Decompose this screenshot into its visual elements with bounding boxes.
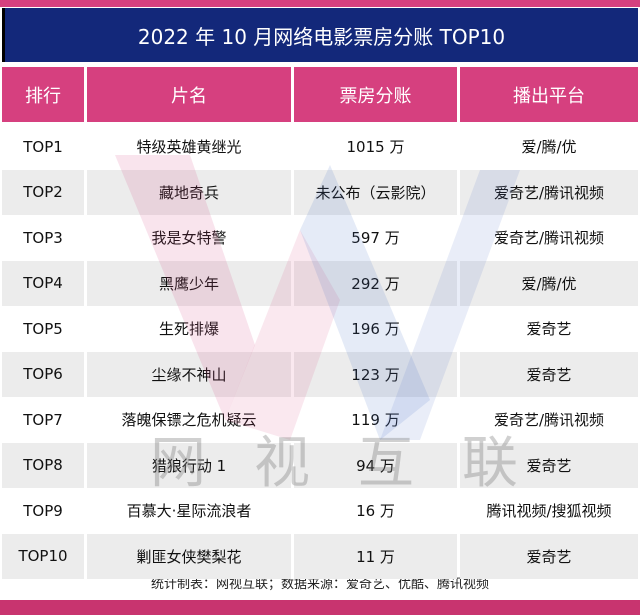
cell-box-office: 196 万 bbox=[351, 320, 400, 339]
cell-box-office: 未公布（云影院） bbox=[294, 169, 457, 215]
cell-box-office: 94 万 bbox=[294, 442, 457, 488]
cell-platform: 爱奇艺/腾讯视频 bbox=[493, 229, 605, 248]
table-row: TOP7 落魄保镖之危机疑云 119 万 爱奇艺/腾讯视频 bbox=[2, 397, 638, 443]
table-row: TOP10 剿匪女侠樊梨花 11 万爱奇艺 bbox=[2, 533, 638, 579]
cell-title: 落魄保镖之危机疑云 bbox=[121, 411, 257, 430]
page-title: 2022 年 10 月网络电影票房分账 TOP10 bbox=[2, 8, 638, 62]
box-office-table: 排行 片名 票房分账 播出平台 TOP1 特级英雄黄继光 1015 万爱/腾/优 TO… bbox=[2, 67, 638, 579]
cell-platform: 爱/腾/优 bbox=[521, 138, 577, 157]
header-title: 片名 bbox=[87, 67, 291, 122]
cell-platform: 爱奇艺 bbox=[526, 320, 572, 339]
header-rank: 排行 bbox=[2, 67, 84, 122]
table-row: TOP8 猎狼行动 1 94 万爱奇艺 bbox=[2, 442, 638, 488]
cell-platform: 爱奇艺/腾讯视频 bbox=[493, 411, 605, 430]
table-header: 排行 片名 票房分账 播出平台 bbox=[2, 67, 638, 122]
cell-rank: TOP3 bbox=[23, 228, 63, 247]
cell-title: 生死排爆 bbox=[158, 320, 219, 339]
cell-platform: 爱奇艺/腾讯视频 bbox=[460, 169, 638, 215]
cell-title: 百慕大·星际流浪者 bbox=[126, 502, 252, 521]
cell-title: 尘缘不神山 bbox=[87, 351, 291, 397]
table-row: TOP9 百慕大·星际流浪者 16 万 腾讯视频/搜狐视频 bbox=[2, 488, 638, 534]
cell-rank: TOP9 bbox=[23, 501, 63, 520]
cell-title: 剿匪女侠樊梨花 bbox=[87, 533, 291, 579]
top-accent-bar bbox=[0, 0, 640, 7]
cell-platform: 爱/腾/优 bbox=[460, 260, 638, 306]
cell-rank: TOP10 bbox=[2, 533, 84, 579]
table-row: TOP3 我是女特警 597 万 爱奇艺/腾讯视频 bbox=[2, 215, 638, 261]
cell-box-office: 597 万 bbox=[351, 229, 400, 248]
cell-box-office: 11 万 bbox=[294, 533, 457, 579]
cell-rank: TOP7 bbox=[23, 410, 63, 429]
header-box-office: 票房分账 bbox=[294, 67, 457, 122]
cell-platform: 爱奇艺 bbox=[460, 533, 638, 579]
table-row: TOP4 黑鹰少年 292 万爱/腾/优 bbox=[2, 260, 638, 306]
cell-title: 特级英雄黄继光 bbox=[136, 138, 242, 157]
table-row: TOP1 特级英雄黄继光 1015 万 爱/腾/优 bbox=[2, 124, 638, 170]
cell-platform: 爱奇艺 bbox=[460, 442, 638, 488]
table-row: TOP6 尘缘不神山 123 万爱奇艺 bbox=[2, 351, 638, 397]
header-platform: 播出平台 bbox=[460, 67, 638, 122]
cell-rank: TOP8 bbox=[2, 442, 84, 488]
cell-box-office: 119 万 bbox=[351, 411, 400, 430]
cell-title: 我是女特警 bbox=[151, 229, 227, 248]
cell-title: 藏地奇兵 bbox=[87, 169, 291, 215]
cell-title: 黑鹰少年 bbox=[87, 260, 291, 306]
cell-platform: 腾讯视频/搜狐视频 bbox=[486, 502, 612, 521]
cell-rank: TOP6 bbox=[2, 351, 84, 397]
cell-box-office: 292 万 bbox=[294, 260, 457, 306]
cell-platform: 爱奇艺 bbox=[460, 351, 638, 397]
cell-rank: TOP5 bbox=[23, 319, 63, 338]
source-footnote: 统计制表：网视互联；数据来源：爱奇艺、优酷、腾讯视频 bbox=[150, 577, 489, 592]
cell-rank: TOP2 bbox=[2, 169, 84, 215]
table-row: TOP2 藏地奇兵 未公布（云影院） 爱奇艺/腾讯视频 bbox=[2, 169, 638, 215]
cell-title: 猎狼行动 1 bbox=[87, 442, 291, 488]
cell-box-office: 1015 万 bbox=[346, 138, 405, 157]
bottom-accent-bar bbox=[0, 600, 640, 615]
cell-box-office: 123 万 bbox=[294, 351, 457, 397]
table-row: TOP5 生死排爆 196 万 爱奇艺 bbox=[2, 306, 638, 352]
cell-box-office: 16 万 bbox=[356, 502, 395, 521]
cell-rank: TOP4 bbox=[2, 260, 84, 306]
cell-rank: TOP1 bbox=[23, 137, 63, 156]
